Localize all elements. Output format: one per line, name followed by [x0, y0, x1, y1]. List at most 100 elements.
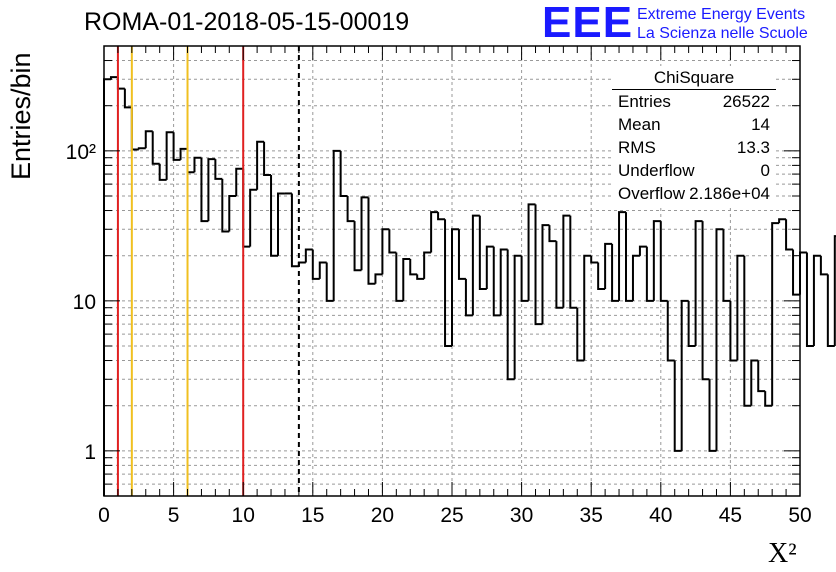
histogram-bin [249, 188, 258, 247]
histogram-bin [395, 252, 404, 302]
histogram-bin [290, 193, 299, 268]
histogram-bin [367, 197, 376, 285]
histogram-bin [277, 192, 285, 256]
x-tick-label: 35 [580, 504, 603, 527]
histogram-bin [736, 254, 745, 361]
histogram-bin [437, 212, 446, 221]
histogram-bin [193, 156, 202, 173]
histogram-bin [520, 255, 529, 302]
x-tick-label: 25 [440, 504, 463, 527]
histogram-bin [576, 307, 585, 362]
histogram-bin [778, 218, 787, 224]
histogram-bin [388, 229, 397, 254]
histogram-bin [214, 159, 223, 180]
histogram-bin [708, 379, 717, 452]
tick-labels: 0 5 10 15 20 25 30 35 40 45 50 1 10 10² [66, 141, 812, 527]
histogram-bin [666, 300, 675, 362]
histogram-bin [826, 274, 835, 347]
histogram-bin [506, 249, 515, 381]
histogram-bin [492, 246, 501, 317]
histogram-bin [270, 175, 278, 257]
histogram-bin [541, 224, 550, 325]
histogram-bin [297, 261, 306, 267]
histogram-bin [499, 248, 508, 316]
y-tick-label: 10² [66, 141, 96, 164]
histogram-bin [548, 225, 557, 243]
y-tick-label: 10 [73, 291, 96, 314]
histogram-bin [625, 212, 633, 302]
axis-ticks [103, 46, 801, 496]
histogram-bin [701, 221, 710, 381]
histogram-bin [200, 157, 209, 223]
histogram-bin [103, 78, 111, 496]
histogram-bin [694, 220, 703, 346]
run-title: ROMA-01-2018-05-15-00019 [84, 8, 410, 36]
histogram-bin [757, 360, 766, 393]
x-tick-label: 30 [510, 504, 533, 527]
y-axis-label: Entries/bin [6, 52, 36, 180]
histogram-bin [618, 211, 626, 301]
histogram-bin [235, 167, 244, 196]
histogram-bin [402, 258, 411, 301]
histogram-bin [158, 163, 167, 181]
reference-lines [116, 46, 300, 496]
histogram-bin [256, 140, 265, 190]
histogram-bin [680, 299, 689, 451]
stats-title: ChiSquare [653, 68, 735, 87]
stats-row-overflow: Overflow 2.186e+04 [618, 184, 772, 206]
histogram-bin [687, 300, 696, 347]
histogram-bin [457, 229, 466, 280]
stats-row-rms: RMS 13.3 [618, 138, 772, 160]
histogram-bin [750, 359, 759, 406]
histogram-bin [764, 391, 773, 407]
x-tick-label: 10 [232, 504, 255, 527]
logo-line-1: Extreme Energy Events [637, 6, 806, 23]
histogram-bin [513, 254, 522, 380]
stats-divider [612, 89, 776, 90]
histogram-bin [743, 255, 752, 407]
histogram-bin [318, 261, 327, 279]
histogram-bin [444, 219, 452, 347]
histogram-bin [527, 203, 536, 301]
histogram-bin [833, 235, 836, 346]
stats-value: 2.186e+04 [689, 184, 770, 203]
x-tick-label: 15 [301, 504, 324, 527]
histogram-bin [631, 254, 640, 301]
histogram-bin [186, 148, 195, 174]
histogram-bin [339, 150, 348, 197]
histogram-bin [722, 229, 731, 302]
stats-value: 0 [760, 161, 770, 180]
histogram-bin [374, 273, 383, 284]
stats-key: RMS [618, 138, 656, 157]
stats-value: 26522 [722, 92, 770, 111]
histogram-bin [360, 196, 369, 271]
histogram-bin [562, 214, 571, 308]
histogram-bin [812, 254, 821, 346]
histogram-bin [304, 248, 313, 263]
histogram-bin [611, 243, 620, 302]
x-tick-label: 0 [98, 504, 110, 527]
histogram-bin [729, 300, 738, 362]
histogram-bin [785, 219, 794, 251]
histogram-bin [673, 360, 682, 452]
histogram-bin [409, 259, 418, 276]
histogram-bin [137, 147, 146, 150]
histogram-bin [819, 255, 828, 276]
x-tick-label: 5 [168, 504, 180, 527]
x-tick-label: 20 [371, 504, 394, 527]
histogram-bin [792, 249, 800, 296]
stats-row-entries: Entries 26522 [618, 92, 772, 114]
histogram-bin [478, 215, 487, 290]
stats-value: 14 [751, 115, 770, 134]
histogram-bin [645, 246, 654, 302]
histogram-bin [172, 132, 181, 161]
histogram-bin [638, 245, 647, 256]
x-tick-label: 45 [719, 504, 742, 527]
histogram-bin [597, 262, 606, 290]
stats-key: Entries [618, 92, 671, 111]
histogram-bin [652, 220, 661, 301]
stats-key: Overflow [618, 184, 686, 203]
histogram-bin [555, 241, 564, 309]
histogram-bin [123, 88, 132, 109]
